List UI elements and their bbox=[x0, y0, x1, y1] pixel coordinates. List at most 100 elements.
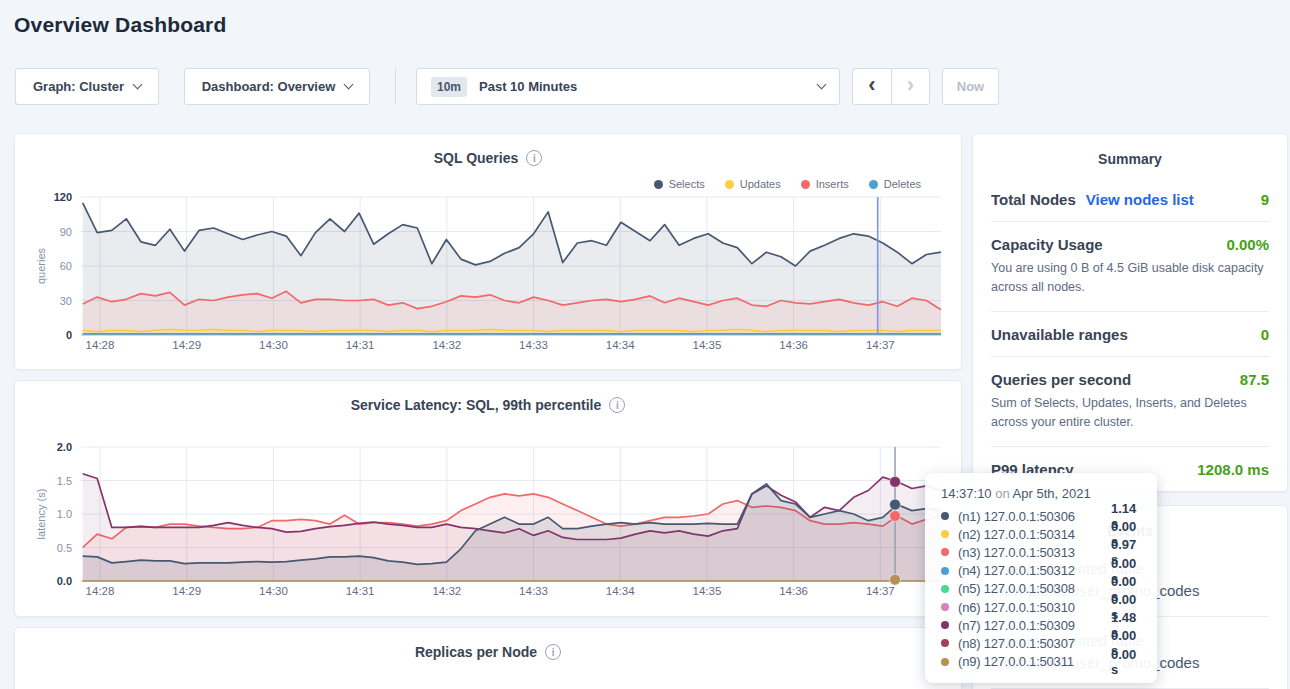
summary-metric-description: You are using 0 B of 4.5 GiB usable disk… bbox=[991, 259, 1269, 298]
summary-row: Unavailable ranges 0 bbox=[991, 312, 1269, 357]
service-latency-card: Service Latency: SQL, 99th percentile i … bbox=[14, 380, 962, 617]
replicas-title: Replicas per Node bbox=[415, 644, 537, 660]
series-dot-icon bbox=[941, 585, 949, 593]
tooltip-node-label: (n3) 127.0.0.1:50313 bbox=[958, 545, 1111, 560]
tooltip-node-label: (n4) 127.0.0.1:50312 bbox=[958, 563, 1111, 578]
svg-text:14:28: 14:28 bbox=[86, 585, 115, 597]
svg-text:30: 30 bbox=[60, 295, 72, 307]
tooltip-node-label: (n5) 127.0.0.1:50308 bbox=[958, 581, 1111, 596]
time-range-selector[interactable]: 10m Past 10 Minutes bbox=[416, 68, 840, 105]
summary-metric-value: 9 bbox=[1261, 191, 1269, 208]
svg-text:14:37: 14:37 bbox=[866, 339, 895, 351]
summary-metric-value: 87.5 bbox=[1240, 371, 1269, 388]
series-dot-icon bbox=[941, 548, 949, 556]
chevron-down-icon bbox=[344, 80, 354, 90]
time-range-badge: 10m bbox=[431, 77, 467, 97]
toolbar-divider bbox=[395, 68, 396, 105]
sql-queries-card: SQL Queries i SelectsUpdatesInsertsDelet… bbox=[14, 133, 962, 370]
dashboard-dropdown-label: Dashboard: Overview bbox=[202, 79, 336, 94]
svg-text:14:33: 14:33 bbox=[519, 339, 548, 351]
series-dot-icon bbox=[941, 530, 949, 538]
replicas-per-node-card: Replicas per Node i bbox=[14, 627, 962, 689]
svg-text:14:30: 14:30 bbox=[259, 339, 288, 351]
svg-text:14:34: 14:34 bbox=[606, 339, 635, 351]
svg-text:latency (s): latency (s) bbox=[35, 489, 47, 540]
summary-metric-value: 0.00% bbox=[1226, 236, 1269, 253]
svg-text:1.0: 1.0 bbox=[57, 508, 72, 520]
summary-metric-label: Capacity Usage bbox=[991, 236, 1103, 253]
series-dot-icon bbox=[941, 639, 949, 647]
svg-text:14:34: 14:34 bbox=[606, 585, 635, 597]
info-icon[interactable]: i bbox=[545, 644, 561, 660]
summary-metric-description: Sum of Selects, Updates, Inserts, and De… bbox=[991, 394, 1269, 433]
tooltip-row: (n9) 127.0.0.1:503110.00 s bbox=[941, 653, 1143, 671]
svg-text:0.0: 0.0 bbox=[57, 575, 72, 587]
summary-row: Queries per second 87.5 Sum of Selects, Up… bbox=[991, 357, 1269, 447]
service-latency-chart[interactable]: 14:28 14:29 14:30 14:31 14:32 14:33 14:34 14:35… bbox=[15, 381, 961, 616]
tooltip-node-value: 0.00 s bbox=[1111, 647, 1143, 677]
tooltip-node-label: (n6) 127.0.0.1:50310 bbox=[958, 600, 1111, 615]
chart-hover-tooltip: 14:37:10 on Apr 5th, 2021 (n1) 127.0.0.1… bbox=[925, 473, 1157, 683]
summary-title: Summary bbox=[973, 134, 1287, 167]
page-title: Overview Dashboard bbox=[14, 13, 227, 37]
svg-text:14:33: 14:33 bbox=[519, 585, 548, 597]
summary-row-main: Unavailable ranges 0 bbox=[991, 326, 1269, 343]
svg-text:14:28: 14:28 bbox=[86, 339, 115, 351]
summary-metric-label: Queries per second bbox=[991, 371, 1131, 388]
svg-text:14:36: 14:36 bbox=[779, 585, 808, 597]
svg-text:14:32: 14:32 bbox=[432, 585, 461, 597]
tooltip-node-label: (n8) 127.0.0.1:50307 bbox=[958, 636, 1111, 651]
time-next-button[interactable]: › bbox=[891, 69, 929, 104]
graph-scope-dropdown-label: Graph: Cluster bbox=[33, 79, 124, 94]
summary-row-main: Queries per second 87.5 bbox=[991, 371, 1269, 388]
view-nodes-list-link[interactable]: View nodes list bbox=[1086, 191, 1194, 208]
sql-queries-chart[interactable]: 14:28 14:29 14:30 14:31 14:32 14:33 14:34 14:35… bbox=[15, 134, 961, 369]
tooltip-node-label: (n2) 127.0.0.1:50314 bbox=[958, 527, 1111, 542]
svg-text:14:31: 14:31 bbox=[346, 585, 375, 597]
now-button[interactable]: Now bbox=[942, 68, 999, 105]
svg-text:120: 120 bbox=[54, 191, 72, 203]
series-dot-icon bbox=[941, 603, 949, 611]
tooltip-timestamp: 14:37:10 on Apr 5th, 2021 bbox=[941, 486, 1143, 501]
series-dot-icon bbox=[941, 621, 949, 629]
summary-metric-value: 0 bbox=[1261, 326, 1269, 343]
summary-row: Total Nodes View nodes list 9 bbox=[991, 177, 1269, 222]
tooltip-node-label: (n9) 127.0.0.1:50311 bbox=[958, 654, 1111, 669]
svg-text:14:29: 14:29 bbox=[172, 585, 201, 597]
chevron-down-icon bbox=[817, 80, 827, 90]
summary-row: Capacity Usage 0.00% You are using 0 B of … bbox=[991, 222, 1269, 312]
svg-text:0.5: 0.5 bbox=[57, 542, 72, 554]
dashboard-dropdown[interactable]: Dashboard: Overview bbox=[184, 68, 370, 105]
svg-text:14:29: 14:29 bbox=[172, 339, 201, 351]
svg-text:14:35: 14:35 bbox=[693, 585, 722, 597]
series-dot-icon bbox=[941, 567, 949, 575]
toolbar: Graph: Cluster Dashboard: Overview 10m P… bbox=[0, 68, 1290, 105]
svg-text:0: 0 bbox=[66, 329, 72, 341]
time-prev-button[interactable]: ‹ bbox=[853, 69, 891, 104]
tooltip-node-label: (n7) 127.0.0.1:50309 bbox=[958, 618, 1111, 633]
summary-metric-label: Total Nodes bbox=[991, 191, 1076, 208]
svg-text:14:30: 14:30 bbox=[259, 585, 288, 597]
svg-text:14:32: 14:32 bbox=[432, 339, 461, 351]
summary-metric-label: Unavailable ranges bbox=[991, 326, 1128, 343]
summary-panel: Summary Total Nodes View nodes list 9 Capac… bbox=[972, 133, 1288, 492]
series-dot-icon bbox=[941, 658, 949, 666]
time-range-label: Past 10 Minutes bbox=[479, 79, 577, 94]
svg-text:14:36: 14:36 bbox=[779, 339, 808, 351]
svg-text:14:31: 14:31 bbox=[346, 339, 375, 351]
time-nav-arrows: ‹ › bbox=[852, 68, 930, 105]
svg-text:14:35: 14:35 bbox=[693, 339, 722, 351]
svg-text:queries: queries bbox=[35, 247, 47, 284]
summary-rows: Total Nodes View nodes list 9 Capacity Usag… bbox=[973, 167, 1287, 491]
chevron-down-icon bbox=[133, 80, 143, 90]
summary-row-main: Total Nodes View nodes list 9 bbox=[991, 191, 1269, 208]
graph-scope-dropdown[interactable]: Graph: Cluster bbox=[15, 68, 159, 105]
summary-metric-value: 1208.0 ms bbox=[1197, 461, 1269, 478]
series-dot-icon bbox=[941, 512, 949, 520]
svg-text:60: 60 bbox=[60, 260, 72, 272]
svg-text:2.0: 2.0 bbox=[57, 441, 72, 453]
tooltip-rows: (n1) 127.0.0.1:503061.14 s(n2) 127.0.0.1… bbox=[941, 507, 1143, 671]
tooltip-node-label: (n1) 127.0.0.1:50306 bbox=[958, 509, 1111, 524]
summary-row-main: Capacity Usage 0.00% bbox=[991, 236, 1269, 253]
svg-text:14:37: 14:37 bbox=[866, 585, 895, 597]
